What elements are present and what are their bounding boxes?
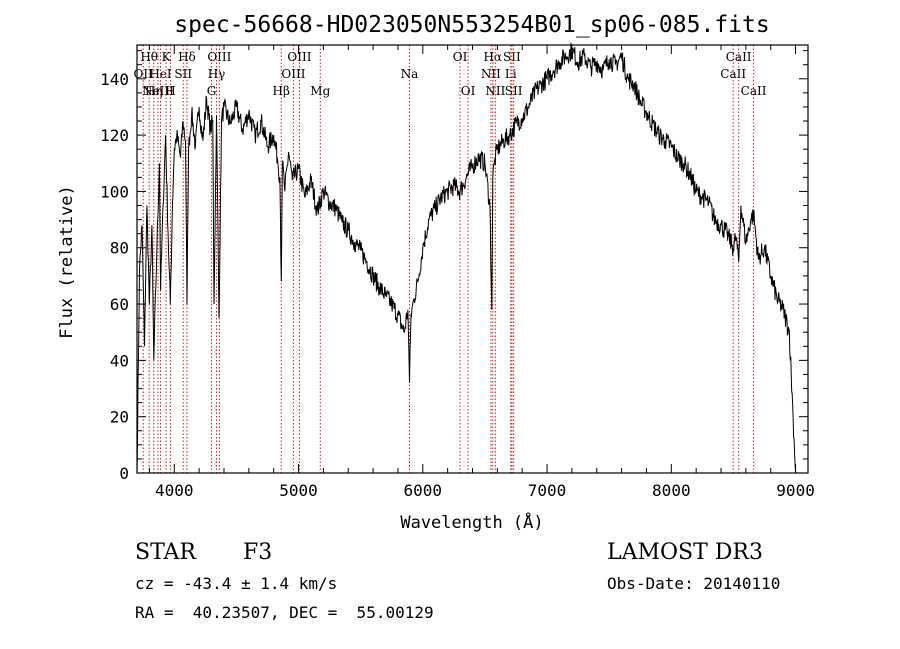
line-label-1: Hθ xyxy=(140,50,158,64)
line-label-21: NII xyxy=(485,84,505,98)
line-label-5: K xyxy=(162,50,172,64)
line-label-17: OI xyxy=(453,50,468,64)
observation-date: Obs-Date: 20140110 xyxy=(607,574,781,593)
line-label-22: Li xyxy=(505,67,517,81)
line-label-10: Hγ xyxy=(208,67,226,81)
line-label-9: G xyxy=(207,84,217,98)
y-tick-label-7: 140 xyxy=(100,70,129,89)
line-label-4: HeI xyxy=(149,67,172,81)
redshift-velocity: cz = -43.4 ± 1.4 km/s xyxy=(135,574,338,593)
line-label-0: OII xyxy=(134,67,154,81)
line-label-19: NII xyxy=(481,67,501,81)
x-tick-label-2: 6000 xyxy=(404,481,443,500)
y-tick-label-1: 20 xyxy=(110,408,129,427)
line-label-13: OIII xyxy=(281,67,305,81)
y-tick-label-2: 40 xyxy=(110,351,129,370)
line-label-6: H xyxy=(165,84,175,98)
x-tick-label-4: 8000 xyxy=(652,481,691,500)
chart-title: spec-56668-HD023050N553254B01_sp06-085.f… xyxy=(174,12,769,38)
y-axis-label: Flux (relative) xyxy=(57,185,77,339)
line-label-24: SII xyxy=(505,84,523,98)
survey-name: LAMOST DR3 xyxy=(607,540,763,565)
line-label-8: Hδ xyxy=(178,50,196,64)
line-label-15: Mg xyxy=(310,84,330,98)
line-label-20: Hα xyxy=(483,50,502,64)
x-axis-label: Wavelength (Å) xyxy=(400,511,543,533)
x-tick-label-0: 4000 xyxy=(155,481,194,500)
line-label-12: Hβ xyxy=(273,84,290,98)
spectrum-series xyxy=(136,42,797,474)
y-tick-label-0: 0 xyxy=(119,464,129,483)
object-subclass: F3 xyxy=(243,540,273,565)
line-label-7: SII xyxy=(174,67,192,81)
line-label-14: OIII xyxy=(287,50,311,64)
spectral-line-markers: OIIHθHηNeIIIHeIKHSIIHδGHγOIIIHβOIIIOIIIM… xyxy=(134,45,767,473)
y-tick-label-5: 100 xyxy=(100,182,129,201)
line-label-18: OI xyxy=(461,84,476,98)
x-tick-label-5: 9000 xyxy=(776,481,815,500)
line-label-27: CaII xyxy=(741,84,767,98)
line-label-16: Na xyxy=(401,67,419,81)
x-tick-label-1: 5000 xyxy=(279,481,318,500)
x-tick-label-3: 7000 xyxy=(528,481,567,500)
line-label-11: OIII xyxy=(207,50,231,64)
object-class: STAR xyxy=(135,540,196,565)
y-tick-label-6: 120 xyxy=(100,126,129,145)
line-label-25: CaII xyxy=(720,67,746,81)
line-label-26: CaII xyxy=(726,50,752,64)
y-tick-label-3: 60 xyxy=(110,295,129,314)
axes: 4000 5000 6000 7000 8000 9000 0 20 40 60 80 100 120 1… xyxy=(100,44,815,500)
line-label-23: SII xyxy=(503,50,521,64)
y-tick-label-4: 80 xyxy=(110,239,129,258)
coordinates: RA = 40.23507, DEC = 55.00129 xyxy=(135,603,434,622)
spectrum-line-0 xyxy=(136,42,797,474)
